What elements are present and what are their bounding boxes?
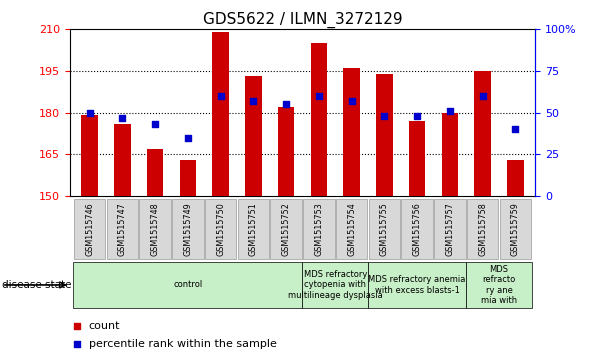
Text: GSM1515758: GSM1515758	[478, 202, 487, 256]
Point	[72, 323, 81, 329]
Text: MDS refractory anemia
with excess blasts-1: MDS refractory anemia with excess blasts…	[368, 275, 466, 295]
Text: GSM1515756: GSM1515756	[413, 202, 421, 256]
Bar	[212, 32, 229, 196]
Text: GSM1515750: GSM1515750	[216, 202, 225, 256]
Text: GSM1515747: GSM1515747	[118, 202, 127, 256]
Bar	[474, 71, 491, 196]
Point	[72, 341, 81, 347]
Bar	[441, 113, 458, 196]
Bar	[311, 43, 327, 196]
FancyBboxPatch shape	[271, 199, 302, 259]
FancyBboxPatch shape	[172, 199, 204, 259]
Point	[511, 126, 520, 132]
FancyBboxPatch shape	[467, 199, 499, 259]
Text: disease state: disease state	[2, 280, 71, 290]
FancyBboxPatch shape	[139, 199, 171, 259]
Text: GSM1515749: GSM1515749	[184, 202, 192, 256]
Text: MDS
refracto
ry ane
mia with: MDS refracto ry ane mia with	[481, 265, 517, 305]
Text: GSM1515755: GSM1515755	[380, 202, 389, 256]
FancyBboxPatch shape	[302, 262, 368, 307]
FancyBboxPatch shape	[401, 199, 433, 259]
FancyBboxPatch shape	[368, 199, 400, 259]
FancyBboxPatch shape	[368, 262, 466, 307]
Bar	[278, 107, 294, 196]
Text: GSM1515759: GSM1515759	[511, 202, 520, 256]
Point	[85, 110, 94, 115]
Text: control: control	[173, 281, 202, 289]
Point	[347, 98, 356, 104]
FancyBboxPatch shape	[466, 262, 532, 307]
Text: count: count	[89, 321, 120, 331]
Bar	[147, 149, 164, 196]
Title: GDS5622 / ILMN_3272129: GDS5622 / ILMN_3272129	[202, 12, 402, 28]
Text: GSM1515748: GSM1515748	[151, 202, 159, 256]
Text: GSM1515752: GSM1515752	[282, 202, 291, 256]
FancyBboxPatch shape	[238, 199, 269, 259]
FancyBboxPatch shape	[336, 199, 367, 259]
FancyBboxPatch shape	[500, 199, 531, 259]
Text: GSM1515753: GSM1515753	[314, 202, 323, 256]
Point	[412, 113, 422, 119]
Bar	[179, 160, 196, 196]
Bar	[344, 68, 360, 196]
Bar	[376, 74, 393, 196]
Text: percentile rank within the sample: percentile rank within the sample	[89, 339, 277, 349]
Text: GSM1515746: GSM1515746	[85, 202, 94, 256]
Point	[379, 113, 389, 119]
Point	[150, 121, 160, 127]
FancyBboxPatch shape	[303, 199, 334, 259]
FancyBboxPatch shape	[434, 199, 466, 259]
Point	[282, 101, 291, 107]
Point	[183, 135, 193, 140]
Point	[216, 93, 226, 99]
Bar	[409, 121, 426, 196]
FancyBboxPatch shape	[205, 199, 237, 259]
Point	[314, 93, 323, 99]
Text: GSM1515757: GSM1515757	[446, 202, 454, 256]
FancyBboxPatch shape	[106, 199, 138, 259]
FancyBboxPatch shape	[73, 262, 302, 307]
Bar	[81, 115, 98, 196]
Bar	[245, 76, 261, 196]
Point	[249, 98, 258, 104]
Point	[445, 108, 455, 114]
FancyBboxPatch shape	[74, 199, 105, 259]
Point	[117, 115, 127, 121]
Text: GSM1515754: GSM1515754	[347, 202, 356, 256]
Text: MDS refractory
cytopenia with
multilineage dysplasia: MDS refractory cytopenia with multilinea…	[288, 270, 382, 300]
Point	[478, 93, 488, 99]
Bar	[507, 160, 523, 196]
Text: GSM1515751: GSM1515751	[249, 202, 258, 256]
Bar	[114, 124, 131, 196]
